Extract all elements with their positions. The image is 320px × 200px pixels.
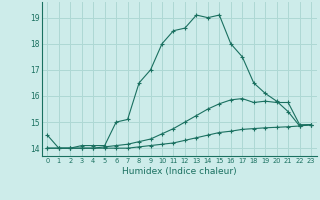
X-axis label: Humidex (Indice chaleur): Humidex (Indice chaleur) <box>122 167 236 176</box>
